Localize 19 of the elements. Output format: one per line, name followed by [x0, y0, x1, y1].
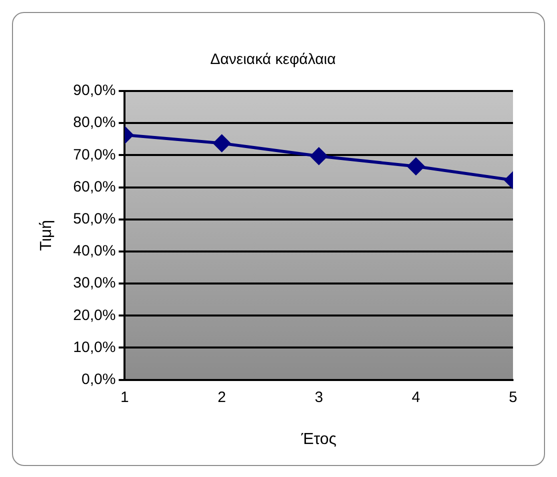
y-tick-label: 90,0% — [73, 82, 116, 100]
y-tick-label: 20,0% — [73, 306, 116, 324]
y-tick-label: 60,0% — [73, 178, 116, 196]
x-tick-label: 3 — [314, 388, 324, 406]
x-tick-label: 2 — [218, 388, 226, 406]
chart-title: Δανειακά κεφάλαια — [210, 51, 336, 68]
point — [310, 148, 328, 165]
y-tick-label: 30,0% — [73, 274, 116, 292]
y-tick-label: 80,0% — [73, 114, 116, 132]
y-tick-label: 50,0% — [73, 210, 116, 228]
x-tick-label: 1 — [120, 388, 129, 406]
y-axis-title: Τιμή — [38, 220, 56, 251]
y-tick-label: 70,0% — [73, 146, 116, 164]
x-tick-label: 4 — [412, 388, 420, 406]
y-tick-label: 40,0% — [73, 242, 116, 260]
x-axis-title: Έτος — [300, 430, 337, 448]
x-tick-label: 5 — [508, 388, 518, 406]
y-tick-label: 0,0% — [82, 370, 116, 388]
y-tick-label: 10,0% — [73, 338, 116, 356]
